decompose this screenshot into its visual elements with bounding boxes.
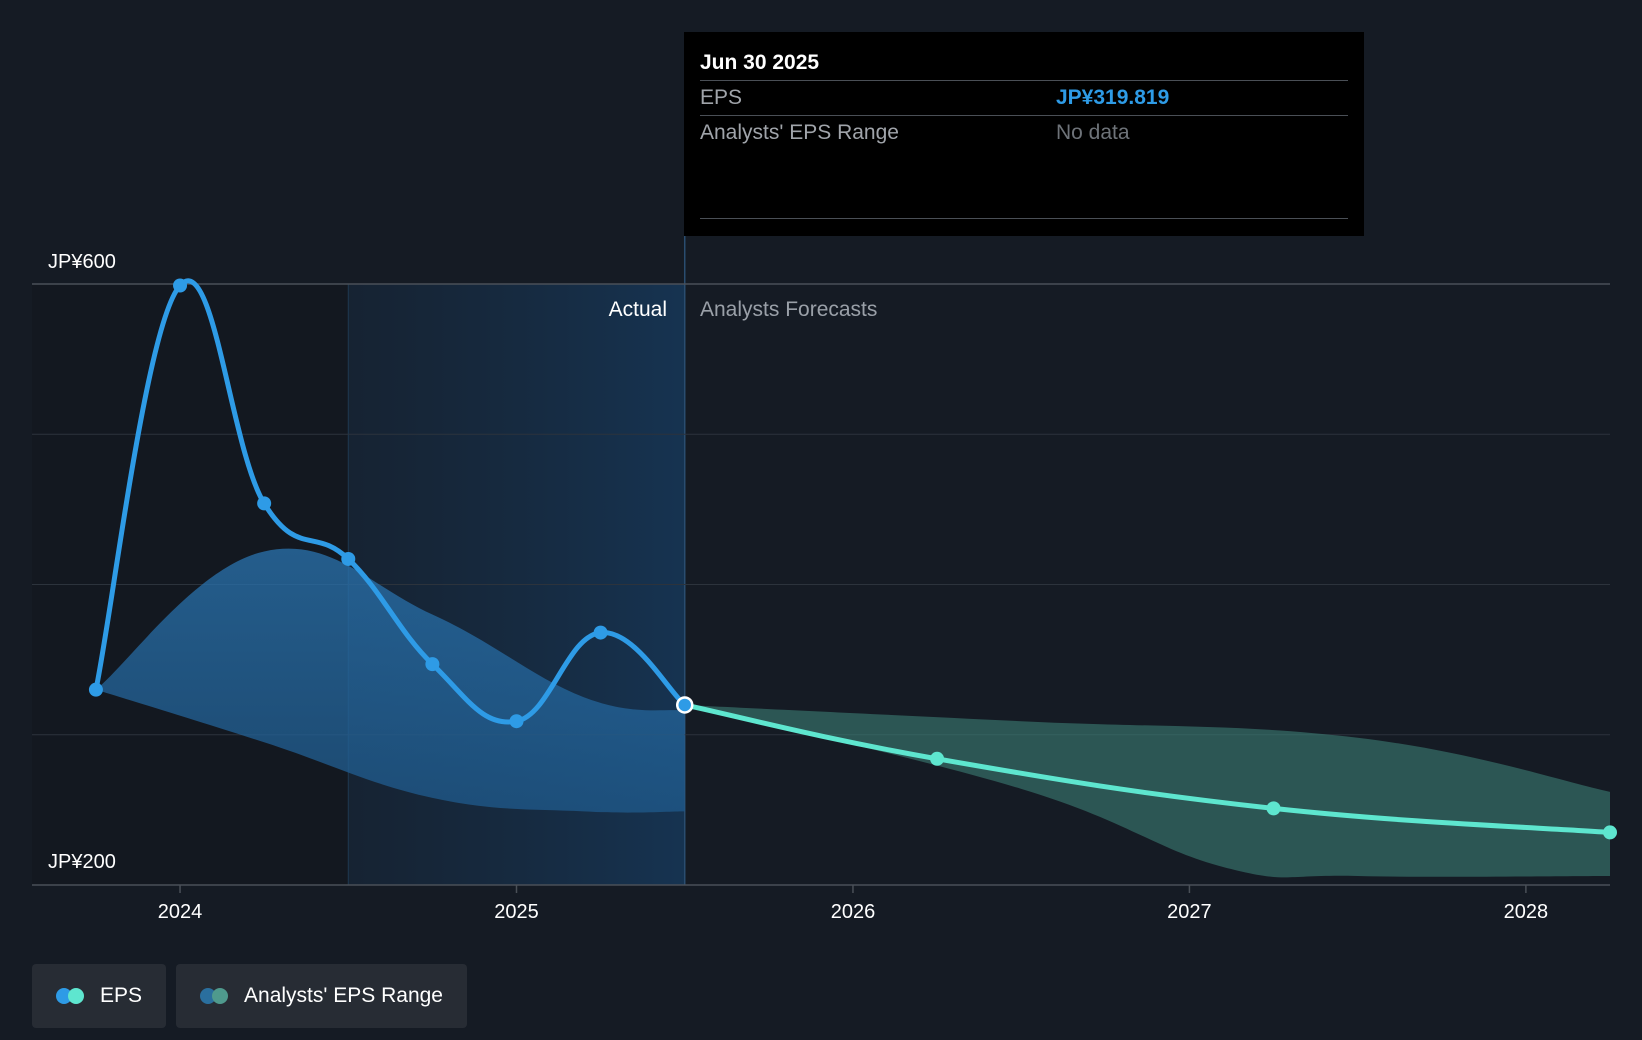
y-axis-top-label: JP¥600 bbox=[48, 251, 116, 273]
x-axis-tick-label: 2025 bbox=[494, 901, 539, 923]
x-axis-tick-label: 2026 bbox=[831, 901, 876, 923]
tooltip-eps-key: EPS bbox=[700, 86, 743, 109]
tooltip-row-eps: EPS JP¥319.819 bbox=[700, 81, 1348, 116]
legend-range-label: Analysts' EPS Range bbox=[244, 984, 443, 1007]
legend-eps-icon bbox=[56, 988, 86, 1004]
legend-range-dot-forecast bbox=[212, 988, 229, 1004]
legend-eps-dot-forecast bbox=[68, 988, 84, 1004]
x-axis-tick-label: 2028 bbox=[1504, 901, 1549, 923]
tooltip-eps-value: JP¥319.819 bbox=[1056, 86, 1170, 109]
legend-eps-label: EPS bbox=[100, 984, 143, 1007]
eps-line-forecast bbox=[682, 702, 1613, 835]
tooltip-row-range: Analysts' EPS Range No data bbox=[700, 116, 1348, 150]
tooltip-range-key: Analysts' EPS Range bbox=[700, 121, 899, 144]
actual-section-label: Actual bbox=[609, 298, 667, 321]
legend-range-icon bbox=[200, 988, 230, 1004]
tooltip-range-value: No data bbox=[1056, 121, 1130, 144]
y-axis-bottom-label: JP¥200 bbox=[48, 851, 116, 873]
x-axis-tick-label: 2024 bbox=[158, 901, 203, 923]
tooltip: Jun 30 2025 EPS JP¥319.819 Analysts' EPS… bbox=[684, 32, 1364, 236]
eps-point[interactable] bbox=[173, 278, 188, 293]
eps-point[interactable] bbox=[341, 551, 356, 566]
eps-highlight-point[interactable] bbox=[675, 696, 694, 714]
tooltip-date: Jun 30 2025 bbox=[700, 46, 1348, 81]
eps-forecast-point[interactable] bbox=[930, 751, 945, 766]
eps-point[interactable] bbox=[257, 496, 272, 511]
eps-point[interactable] bbox=[88, 682, 103, 697]
tooltip-divider bbox=[700, 218, 1348, 219]
eps-range-band-past bbox=[95, 548, 685, 813]
legend: EPS Analysts' EPS Range bbox=[32, 964, 467, 1028]
legend-item-eps-range[interactable]: Analysts' EPS Range bbox=[176, 964, 467, 1028]
eps-point[interactable] bbox=[593, 625, 608, 640]
eps-point[interactable] bbox=[509, 714, 524, 729]
eps-forecast-point[interactable] bbox=[1603, 825, 1617, 840]
eps-point[interactable] bbox=[425, 657, 440, 672]
eps-forecast-point[interactable] bbox=[1266, 801, 1281, 816]
x-axis-tick-label: 2027 bbox=[1167, 901, 1212, 923]
legend-item-eps[interactable]: EPS bbox=[32, 964, 167, 1028]
forecast-section-label: Analysts Forecasts bbox=[700, 298, 877, 321]
